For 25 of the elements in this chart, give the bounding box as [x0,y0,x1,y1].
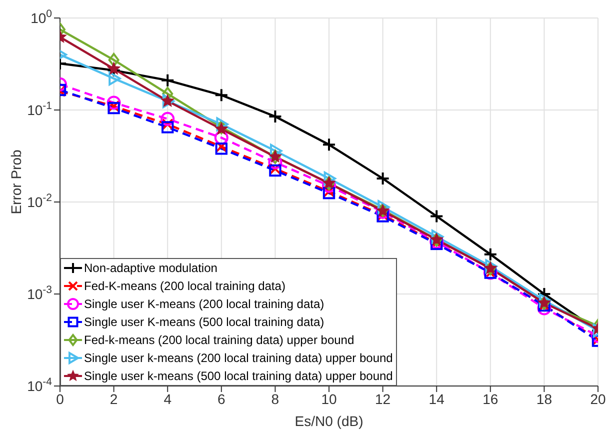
x-tick-label: 16 [482,390,498,407]
x-tick-label: 20 [590,390,606,407]
legend-label: Single user K-means (500 local training data) [84,314,324,331]
x-tick-label: 4 [164,390,172,407]
x-tick-label: 8 [271,390,280,407]
x-tick-label: 14 [428,390,445,407]
legend-label: Single user k-means (200 local training data) upper bound [84,350,393,367]
x-tick-label: 18 [536,390,552,407]
legend-label: Single user k-means (500 local training data) upper bound [84,368,393,385]
x-axis-title: Es/N0 (dB) [294,413,364,429]
x-tick-label: 10 [321,390,337,407]
y-tick-label: 10$^{-1}$ [27,100,52,118]
y-axis-title: Error Prob [8,150,24,214]
y-tick-label: 10$^{0}$ [30,8,52,26]
legend-label: Fed-k-means (200 local training data) upper bound [84,332,354,349]
y-tick-label: 10$^{-2}$ [27,192,52,210]
x-tick-label: 0 [56,390,64,407]
y-tick-label: 10$^{-3}$ [27,284,52,302]
y-tick-label: 10$^{-4}$ [27,376,52,394]
legend-label: Fed-K-means (200 local training data) [84,278,286,295]
x-tick-label: 2 [110,390,118,407]
legend-label: Single user K-means (200 local training data) [84,296,324,313]
legend-label: Non-adaptive modulation [84,260,218,277]
x-tick-label: 6 [218,390,226,407]
x-tick-label: 12 [375,390,391,407]
